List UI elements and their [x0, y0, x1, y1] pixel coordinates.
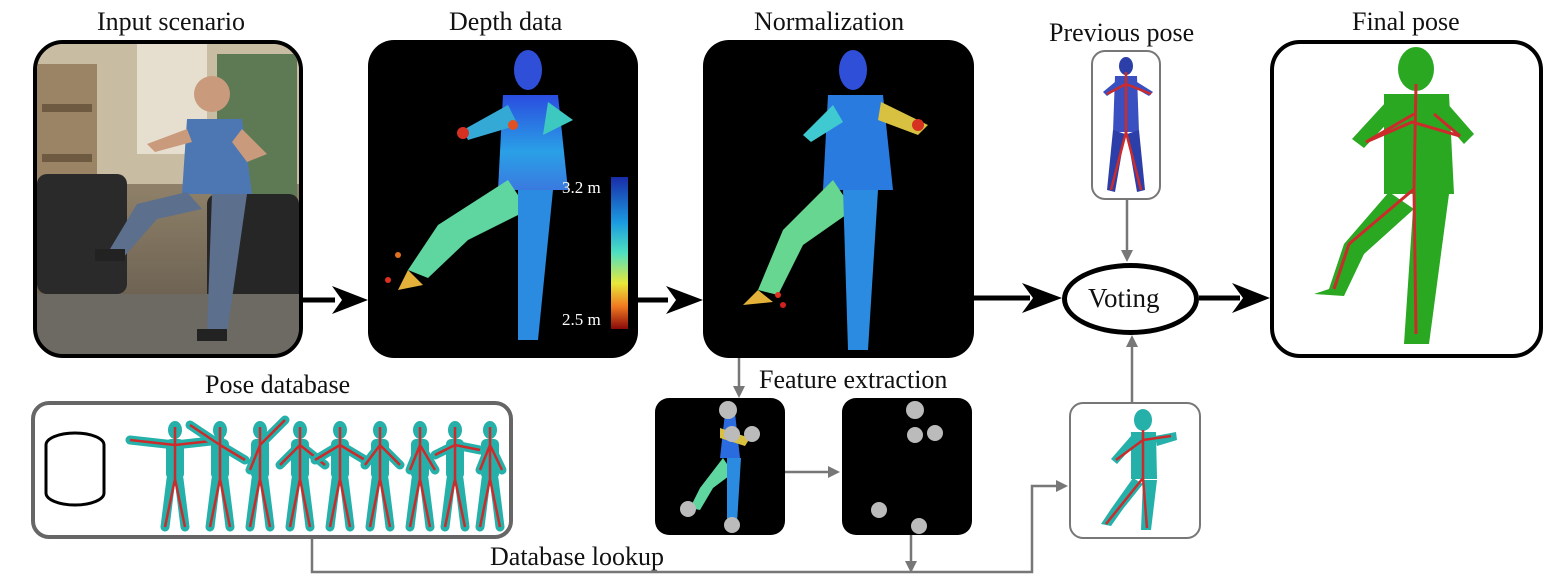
arrow-head-norm-voting — [1022, 283, 1062, 313]
arrow-head-input-depth — [332, 286, 368, 314]
database-pose-figure — [125, 421, 225, 532]
lookup-result-panel — [1069, 402, 1201, 539]
label-depth-data: Depth data — [449, 7, 563, 36]
label-input-scenario: Input scenario — [97, 7, 246, 36]
database-pose-figure — [245, 415, 290, 532]
colorbar-max-label: 3.2 m — [562, 178, 601, 197]
previous-pose-panel — [1091, 50, 1161, 200]
arrow-head-depth-norm — [666, 286, 703, 314]
database-pose-figure — [430, 421, 485, 532]
arrow-head-voting-final — [1232, 283, 1270, 313]
database-pose-figure — [360, 421, 405, 532]
feature-spheres-panel — [842, 398, 972, 535]
label-feature-extraction: Feature extraction — [759, 365, 948, 394]
label-database-lookup: Database lookup — [490, 542, 665, 571]
database-pose-figure — [275, 421, 330, 532]
final-pose-panel — [1270, 40, 1543, 358]
input-photo — [33, 40, 303, 358]
label-normalization: Normalization — [754, 7, 905, 36]
database-pose-figure — [405, 421, 440, 532]
database-pose-figure — [185, 420, 250, 532]
depth-data-panel: 3.2 m 2.5 m — [368, 40, 638, 358]
label-final-pose: Final pose — [1352, 7, 1460, 36]
database-pose-figure — [475, 421, 507, 532]
normalization-panel — [703, 40, 974, 358]
colorbar-min-label: 2.5 m — [562, 310, 601, 329]
pose-database-panel — [31, 401, 513, 539]
label-previous-pose: Previous pose — [1049, 18, 1195, 47]
depth-colorbar — [611, 177, 628, 329]
feature-points-panel — [655, 398, 785, 535]
label-pose-database: Pose database — [205, 370, 351, 399]
database-icon — [44, 431, 106, 507]
voting-label: Voting — [1088, 283, 1160, 313]
database-pose-figure — [310, 421, 370, 532]
voting-node — [1062, 263, 1199, 335]
